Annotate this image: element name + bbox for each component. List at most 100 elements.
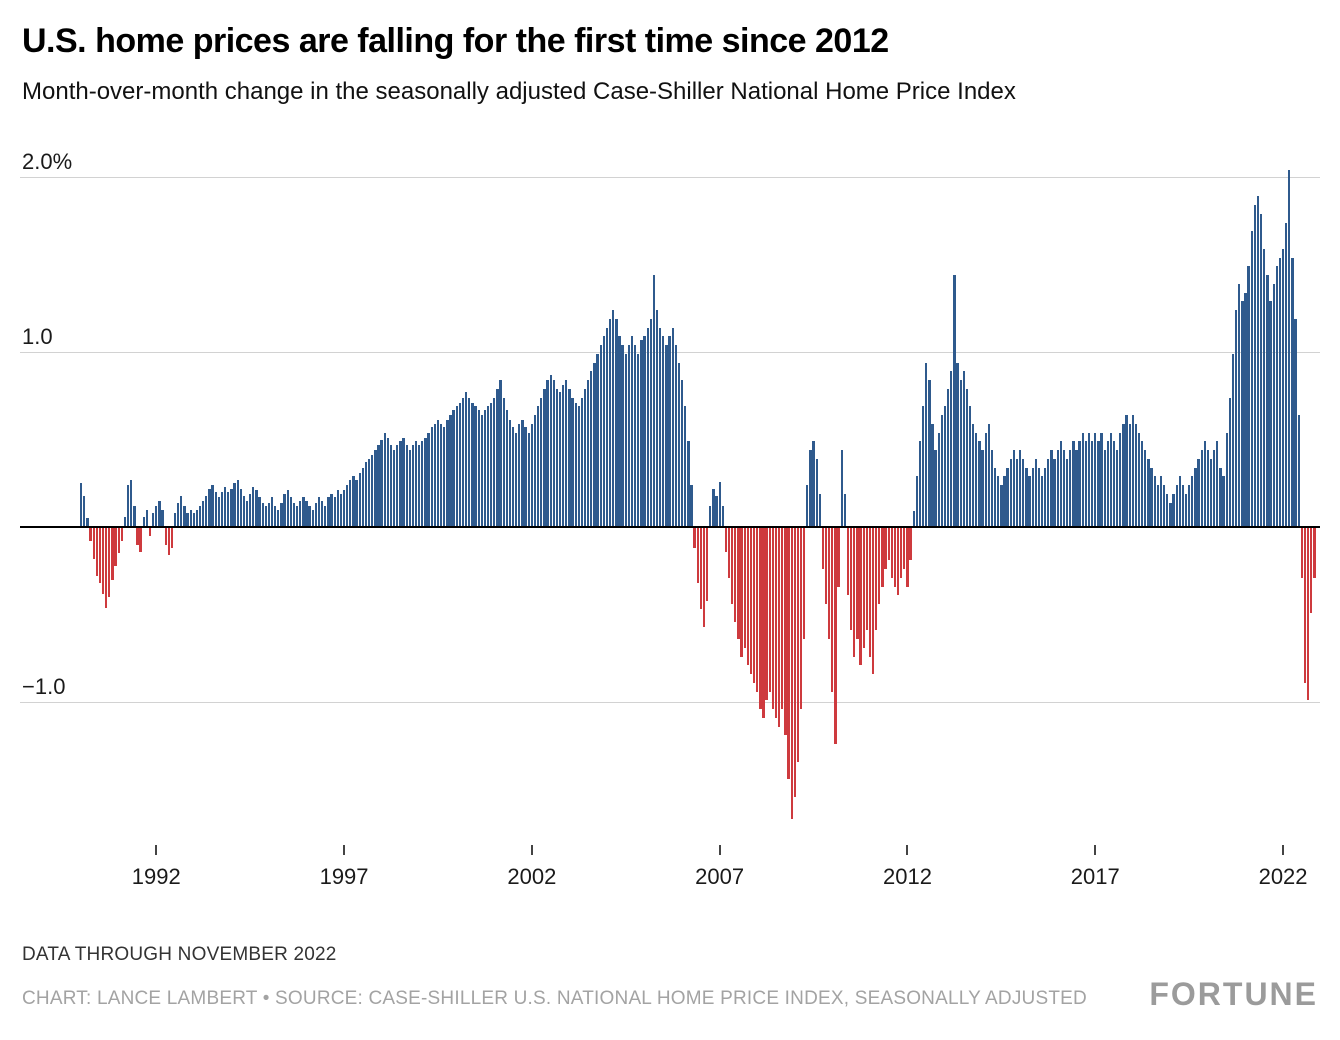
bar [518,423,521,527]
x-axis-tick-1992 [155,845,158,855]
bar [940,415,944,527]
bar [812,441,815,527]
bar [1087,432,1091,527]
bar [173,513,177,527]
bar [283,493,286,527]
bar [915,476,918,527]
bar [1269,301,1272,527]
bar [1141,441,1144,527]
bar [921,406,925,527]
bar [818,493,821,527]
bar [1278,257,1282,527]
bar [396,444,399,527]
bar [533,415,537,527]
bar [972,423,975,527]
x-axis-label-1997: 1997 [319,864,369,889]
bar [383,432,386,527]
x-axis-tick-2017 [1094,845,1097,855]
bar [674,345,677,527]
bar [1112,441,1116,527]
bar [80,483,83,527]
bar [1231,353,1235,527]
bar [865,527,868,631]
bar [784,527,787,736]
bar [849,527,853,631]
x-axis-tick-2002 [530,845,533,855]
bar [1128,423,1131,527]
bar [321,500,324,527]
bar [1059,441,1062,527]
bar [1162,485,1166,527]
bar [1069,450,1072,527]
bar [737,527,740,639]
bar [1247,266,1250,527]
bar [255,490,258,527]
bar [840,450,843,527]
bar [875,527,878,631]
bar [677,362,681,527]
bar [984,432,987,527]
bar [455,406,458,527]
bar [956,362,959,527]
bar [925,362,928,527]
bar [712,488,715,527]
bar [809,450,812,527]
bar [1213,450,1216,527]
bar [133,506,136,527]
bar [439,423,443,527]
bar [1134,423,1138,527]
bar [511,427,515,527]
bar [943,406,947,527]
bar [245,500,249,527]
bar [349,479,352,527]
bar [746,527,749,666]
bar [267,502,271,527]
bar [912,511,915,527]
bar [568,388,571,527]
bar [177,502,180,527]
bar [464,392,468,527]
bar [824,527,828,604]
bar [968,406,972,527]
bar [834,527,837,744]
gridline-2.0% [20,177,1320,178]
bar [1022,458,1025,527]
bar [1216,441,1219,527]
bar [887,527,890,561]
bar [1075,450,1078,527]
bar [424,437,427,527]
bar [1228,397,1231,527]
bar [277,509,280,527]
bar [83,495,86,527]
bar [1153,476,1156,527]
bar [962,371,965,527]
bar [233,483,236,527]
bar [562,385,565,527]
x-axis-label-2017: 2017 [1070,864,1120,889]
bar [690,485,693,527]
bar [1000,485,1003,527]
bar [718,481,721,527]
bar [1047,458,1050,527]
bar [1219,467,1222,527]
bar [364,462,368,527]
bar [793,527,796,797]
bar [928,380,931,527]
bar [527,432,530,527]
bar [978,441,981,527]
bar [621,345,624,527]
bar [499,380,502,527]
bar [815,458,818,527]
bar [220,492,224,527]
bar [558,392,562,527]
bar [227,492,230,527]
bar [223,486,227,527]
bar [336,490,339,527]
bar [878,527,881,604]
bar [540,397,543,527]
bar [292,502,296,527]
bar [1241,301,1244,527]
bar [706,527,709,601]
bar [953,275,956,527]
bar [389,444,393,527]
